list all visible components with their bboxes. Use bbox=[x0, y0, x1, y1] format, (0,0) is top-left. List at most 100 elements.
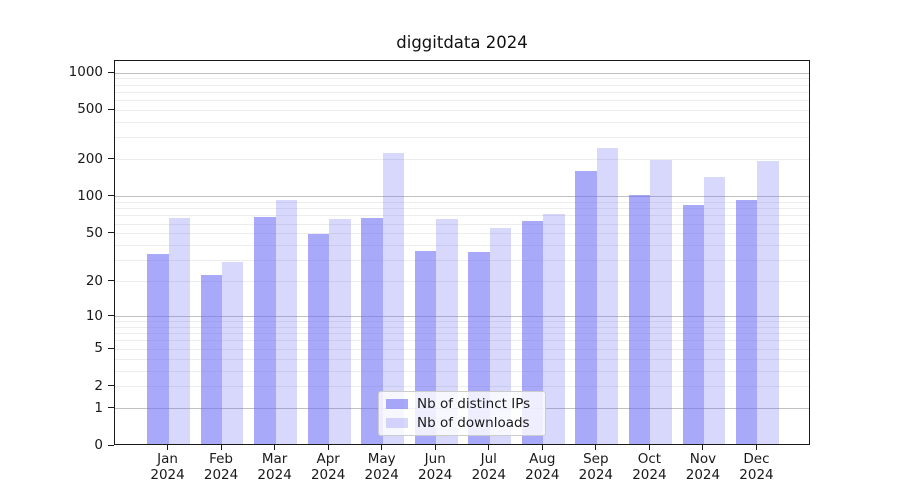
x-tick-year: 2024 bbox=[257, 466, 292, 483]
x-tick-month: Jul bbox=[480, 451, 497, 467]
x-tick-label: Jun 2024 bbox=[418, 451, 453, 483]
x-tick-year: 2024 bbox=[310, 466, 346, 483]
chart-title: diggitdata 2024 bbox=[396, 33, 528, 52]
gridline bbox=[115, 72, 809, 74]
x-tick-mark bbox=[167, 445, 169, 450]
gridline bbox=[115, 121, 809, 123]
gridline bbox=[115, 78, 809, 80]
x-tick-year: 2024 bbox=[739, 466, 774, 483]
gridline bbox=[115, 223, 809, 225]
x-tick-month: Dec bbox=[743, 451, 770, 467]
bar-downloads-mar bbox=[275, 200, 297, 444]
gridline bbox=[115, 281, 809, 283]
x-tick-mark bbox=[755, 445, 757, 450]
gridline bbox=[115, 316, 809, 318]
x-tick-mark bbox=[327, 445, 329, 450]
x-tick-mark bbox=[434, 445, 436, 450]
y-tick-mark bbox=[108, 232, 114, 234]
gridline bbox=[115, 260, 809, 262]
x-tick-month: Apr bbox=[316, 451, 340, 467]
y-tick-mark bbox=[108, 347, 114, 349]
x-tick-month: May bbox=[367, 451, 396, 467]
bar-ips-dec bbox=[736, 199, 758, 444]
gridline bbox=[115, 215, 809, 217]
x-tick-year: 2024 bbox=[578, 466, 614, 483]
bar-ips-aug bbox=[521, 221, 544, 444]
y-tick-mark bbox=[108, 444, 114, 446]
gridline bbox=[115, 245, 809, 247]
x-tick-label: Aug 2024 bbox=[525, 451, 560, 483]
x-tick-year: 2024 bbox=[364, 466, 399, 483]
bar-downloads-jan bbox=[168, 217, 190, 444]
y-tick-label: 10 bbox=[85, 307, 103, 324]
x-tick-mark bbox=[488, 445, 490, 450]
legend-label: Nb of downloads bbox=[417, 415, 530, 431]
bar-ips-feb bbox=[200, 274, 223, 444]
y-tick-label: 0 bbox=[94, 437, 103, 453]
x-tick-year: 2024 bbox=[418, 466, 453, 483]
gridline bbox=[115, 84, 809, 86]
bar-ips-sep bbox=[575, 171, 597, 444]
legend-row: Nb of downloads bbox=[386, 415, 538, 431]
y-tick-label: 2 bbox=[94, 377, 103, 394]
x-tick-year: 2024 bbox=[471, 466, 506, 483]
x-tick-mark bbox=[220, 445, 222, 450]
y-tick-label: 50 bbox=[85, 224, 103, 241]
x-tick-year: 2024 bbox=[150, 466, 185, 483]
bar-downloads-feb bbox=[222, 262, 244, 444]
x-tick-month: Sep bbox=[583, 451, 609, 467]
gridline bbox=[115, 208, 809, 210]
y-tick-mark bbox=[108, 108, 114, 110]
y-tick-label: 1000 bbox=[68, 64, 103, 81]
x-tick-label: Oct 2024 bbox=[632, 451, 667, 483]
gridline bbox=[115, 333, 809, 335]
y-tick-label: 100 bbox=[77, 187, 103, 204]
plot-area bbox=[114, 60, 810, 445]
x-tick-mark bbox=[702, 445, 704, 450]
y-tick-mark bbox=[108, 407, 114, 409]
y-tick-label: 500 bbox=[77, 101, 103, 118]
y-tick-mark bbox=[108, 158, 114, 160]
bar-downloads-apr bbox=[329, 218, 351, 444]
bar-downloads-sep bbox=[596, 147, 619, 444]
x-tick-label: Mar 2024 bbox=[257, 451, 292, 483]
x-tick-year: 2024 bbox=[685, 466, 721, 483]
x-tick-month: Feb bbox=[209, 451, 234, 467]
bar-downloads-jul bbox=[489, 227, 512, 444]
x-tick-month: Nov bbox=[689, 451, 717, 467]
gridline bbox=[115, 196, 809, 198]
bar-downloads-oct bbox=[650, 160, 672, 444]
x-tick-mark bbox=[381, 445, 383, 450]
gridline bbox=[115, 233, 809, 235]
x-tick-month: Mar bbox=[261, 451, 288, 467]
bar-ips-jan bbox=[147, 253, 169, 444]
x-tick-year: 2024 bbox=[632, 466, 667, 483]
bar-downloads-jun bbox=[436, 218, 458, 444]
x-tick-month: Aug bbox=[529, 451, 556, 467]
x-tick-mark bbox=[541, 445, 543, 450]
gridline bbox=[115, 91, 809, 93]
x-tick-month: Oct bbox=[637, 451, 662, 467]
bar-downloads-may bbox=[382, 152, 405, 444]
x-tick-year: 2024 bbox=[525, 466, 560, 483]
gridline bbox=[115, 340, 809, 342]
bar-ips-apr bbox=[307, 233, 330, 444]
x-tick-month: Jan bbox=[157, 451, 178, 467]
x-tick-year: 2024 bbox=[203, 466, 239, 483]
y-tick-label: 200 bbox=[77, 150, 103, 167]
y-tick-mark bbox=[108, 71, 114, 73]
gridline bbox=[115, 358, 809, 360]
bar-ips-nov bbox=[682, 205, 704, 444]
x-tick-mark bbox=[274, 445, 276, 450]
downloads-legend-swatch bbox=[386, 418, 408, 428]
x-tick-label: May 2024 bbox=[364, 451, 399, 483]
x-tick-label: Feb 2024 bbox=[203, 451, 239, 483]
bar-downloads-dec bbox=[757, 161, 779, 444]
x-tick-label: Dec 2024 bbox=[739, 451, 774, 483]
legend-row: Nb of distinct IPs bbox=[386, 396, 538, 412]
gridline bbox=[115, 109, 809, 111]
x-tick-label: Jul 2024 bbox=[471, 451, 506, 483]
x-tick-mark bbox=[595, 445, 597, 450]
y-tick-mark bbox=[108, 385, 114, 387]
gridline bbox=[115, 201, 809, 203]
